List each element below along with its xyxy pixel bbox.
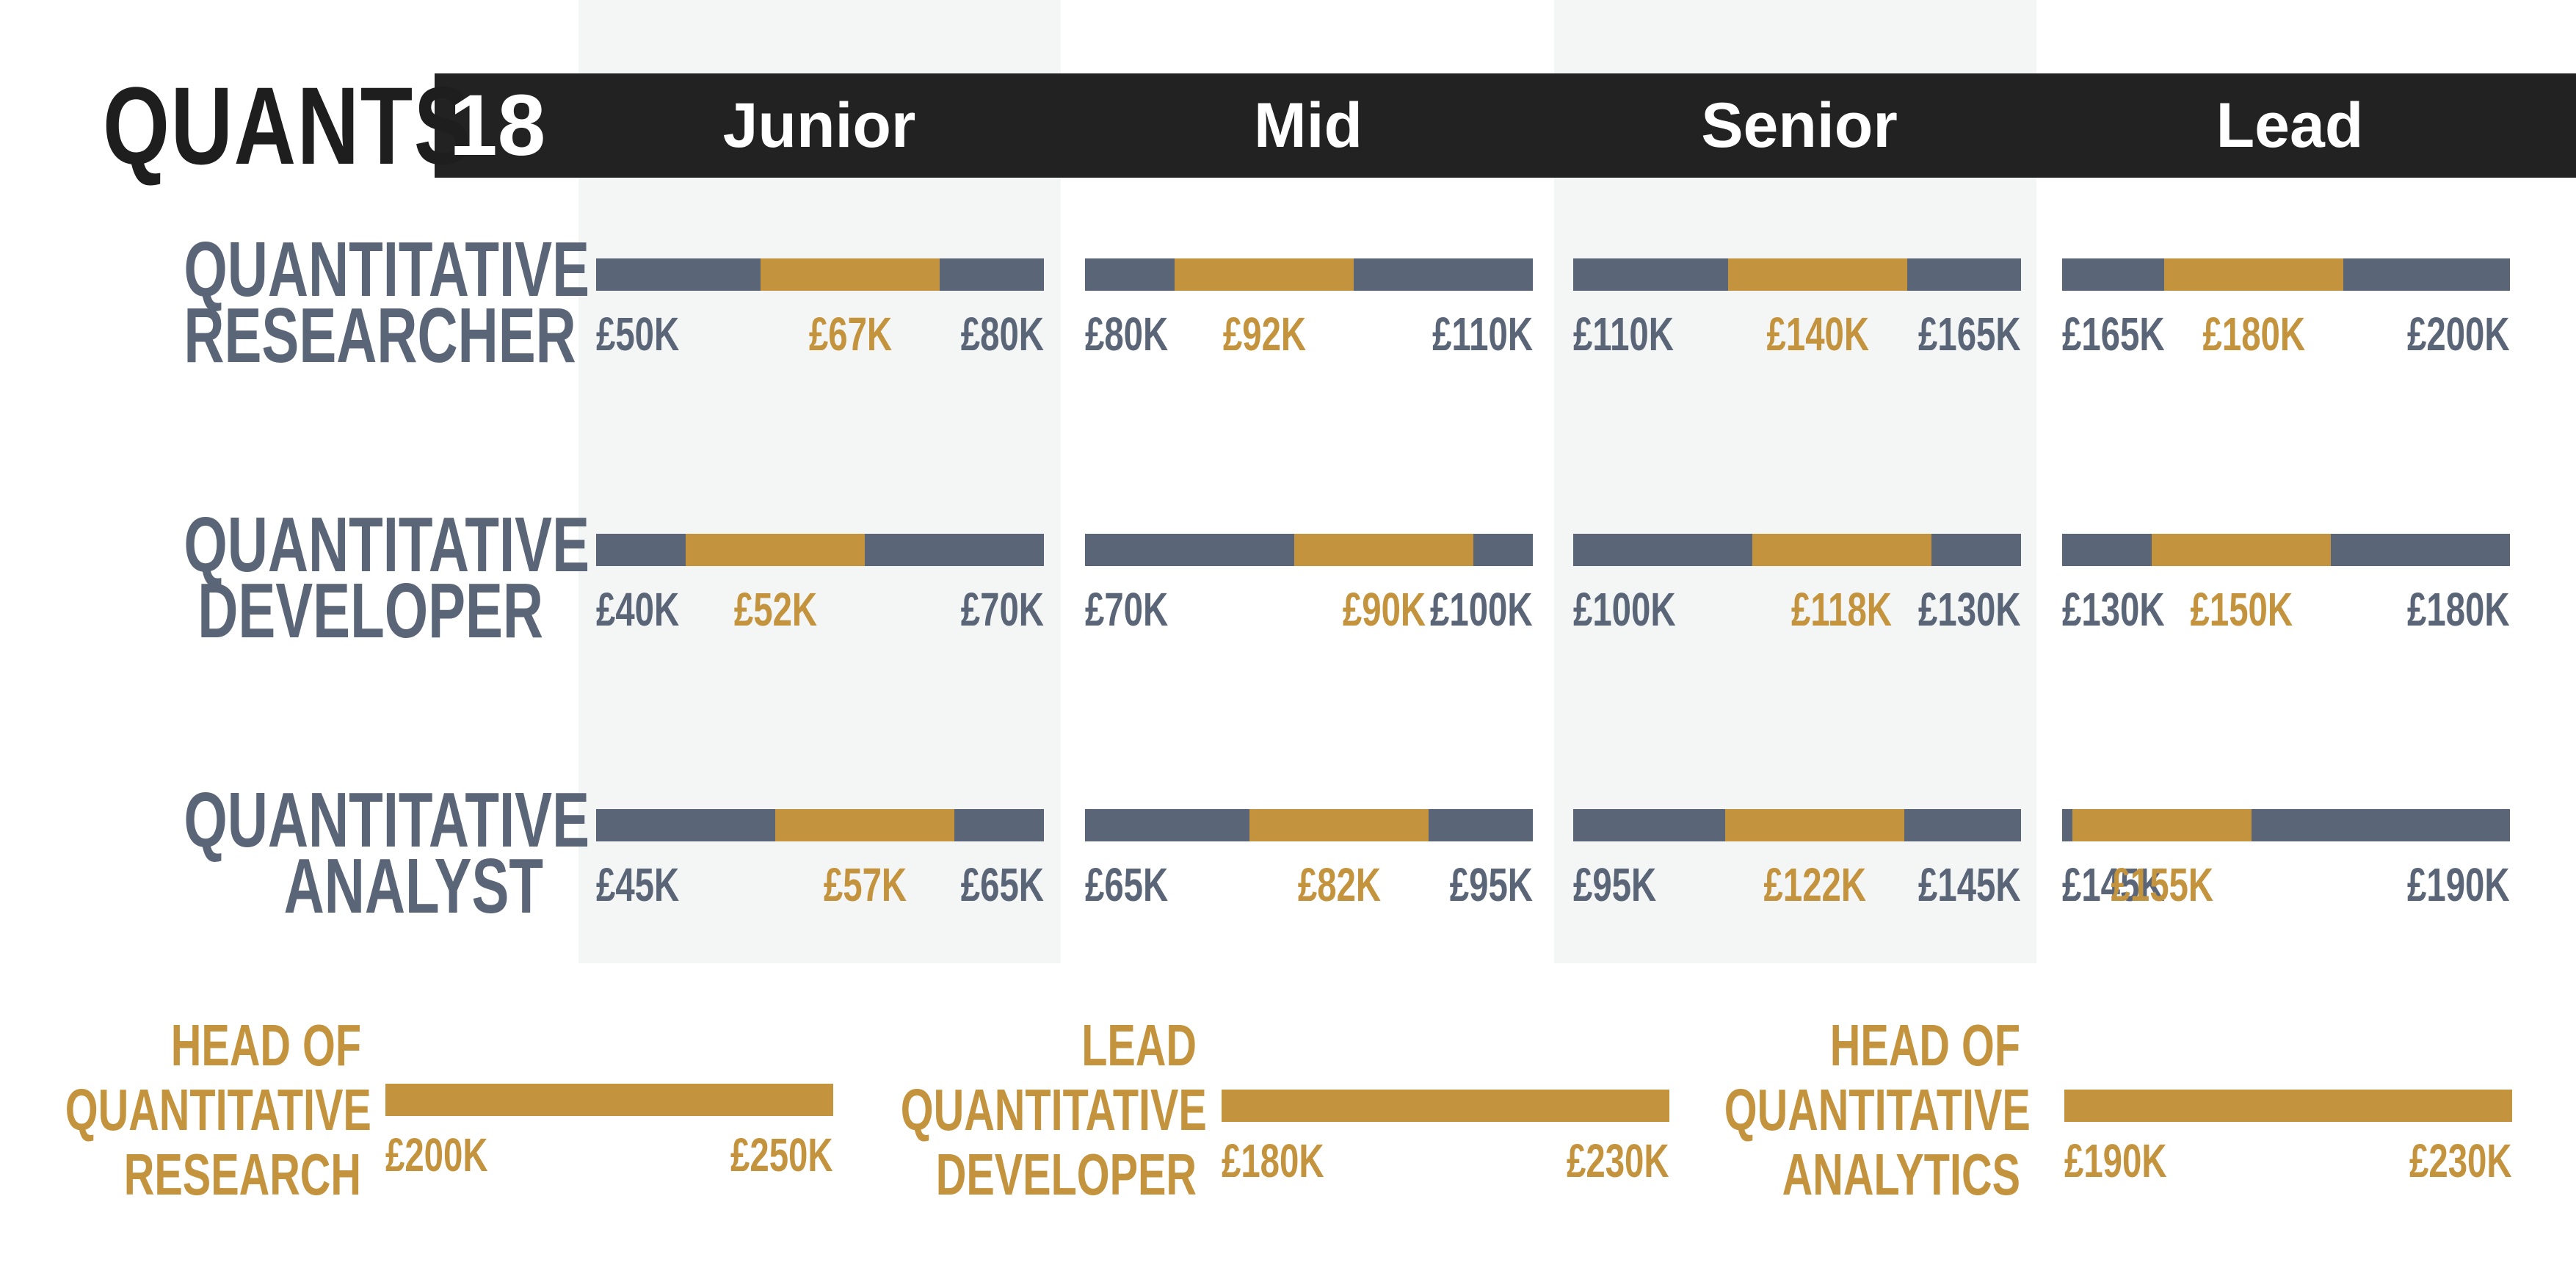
range-bar-typical: [1752, 534, 1931, 566]
head-role-max-label: £250K: [730, 1128, 833, 1181]
range-bar: [1085, 809, 1533, 841]
range-max-label: £145K: [1918, 858, 2021, 911]
head-label-line: LEAD: [1081, 1012, 1197, 1078]
range-max-label: £65K: [960, 858, 1044, 911]
range-bar: [2062, 534, 2510, 566]
level-header-mid: Mid: [1253, 90, 1363, 161]
role-label-developer: QUANTITATIVE DEVELOPER: [184, 501, 589, 654]
head-label-analytics: HEAD OF QUANTITATIVE ANALYTICS: [1724, 1012, 2031, 1207]
range-bar: [1573, 809, 2021, 841]
range-min-label: £145K: [2062, 858, 2165, 911]
range-min-label: £70K: [1085, 583, 1169, 636]
role-label-line: ANALYST: [283, 843, 543, 930]
range-bar-typical: [1728, 258, 1907, 291]
level-header-lead: Lead: [2216, 90, 2364, 161]
chart-title: QUANTS: [103, 64, 473, 187]
role-label-researcher: QUANTITATIVE RESEARCHER: [184, 226, 589, 379]
range-bar-typical: [2152, 534, 2331, 566]
range-typical-label: £155K: [2111, 858, 2213, 911]
head-label-line: QUANTITATIVE: [1724, 1077, 2031, 1142]
range-bar-typical: [761, 258, 940, 291]
head-role-max-label: £230K: [1567, 1134, 1669, 1187]
range-bar-typical: [1294, 534, 1473, 566]
head-role-max-label: £230K: [2409, 1134, 2512, 1187]
range-bar: [596, 809, 1044, 841]
range-min-label: £100K: [1573, 583, 1676, 636]
range-min-label: £130K: [2062, 583, 2165, 636]
head-role-min-label: £200K: [385, 1128, 488, 1181]
range-bar-typical: [1725, 809, 1904, 841]
range-typical-label: £92K: [1222, 308, 1306, 360]
level-header-junior: Junior: [722, 90, 916, 161]
head-role-bar: [385, 1084, 833, 1116]
range-typical-label: £118K: [1791, 583, 1893, 636]
role-label-analyst: QUANTITATIVE ANALYST: [184, 777, 589, 930]
range-bar-typical: [1175, 258, 1354, 291]
head-label-line: QUANTITATIVE: [900, 1077, 1207, 1142]
head-label-line: QUANTITATIVE: [65, 1077, 371, 1142]
range-bar-typical: [686, 534, 865, 566]
range-max-label: £180K: [2407, 583, 2510, 636]
head-role-bar: [2064, 1090, 2512, 1122]
range-max-label: £80K: [960, 308, 1044, 360]
head-label-line: DEVELOPER: [935, 1142, 1197, 1207]
range-max-label: £190K: [2407, 858, 2510, 911]
range-typical-label: £90K: [1342, 583, 1426, 636]
role-label-line: QUANTITATIVE: [184, 226, 589, 313]
range-typical-label: £140K: [1766, 308, 1869, 360]
range-min-label: £80K: [1085, 308, 1169, 360]
range-bar: [1573, 534, 2021, 566]
range-min-label: £65K: [1085, 858, 1169, 911]
range-max-label: £70K: [960, 583, 1044, 636]
head-label-line: ANALYTICS: [1782, 1142, 2020, 1207]
range-bar: [1085, 534, 1533, 566]
range-typical-label: £122K: [1763, 858, 1866, 911]
range-typical-label: £150K: [2190, 583, 2293, 636]
role-label-line: DEVELOPER: [197, 568, 543, 654]
head-label-line: HEAD OF: [1829, 1012, 2020, 1078]
range-bar-typical: [2164, 258, 2343, 291]
range-max-label: £165K: [1918, 308, 2021, 360]
range-bar: [596, 258, 1044, 291]
range-bar-typical: [2072, 809, 2252, 841]
role-label-line: RESEARCHER: [184, 292, 576, 379]
range-bar: [1085, 258, 1533, 291]
range-min-label: £45K: [596, 858, 680, 911]
range-min-label: £50K: [596, 308, 680, 360]
range-max-label: £95K: [1449, 858, 1533, 911]
range-bar: [2062, 809, 2510, 841]
head-label-line: HEAD OF: [170, 1012, 361, 1078]
head-label-research: HEAD OF QUANTITATIVE RESEARCH: [65, 1012, 371, 1207]
range-typical-label: £82K: [1297, 858, 1381, 911]
header-year: 18: [449, 77, 546, 174]
range-bar-typical: [1249, 809, 1429, 841]
range-max-label: £130K: [1918, 583, 2021, 636]
header-band: [435, 73, 2576, 178]
range-min-label: £95K: [1573, 858, 1657, 911]
range-bar: [2062, 258, 2510, 291]
range-max-label: £110K: [1432, 308, 1533, 360]
range-max-label: £200K: [2407, 308, 2510, 360]
head-label-line: RESEARCH: [123, 1142, 362, 1207]
head-role-min-label: £190K: [2064, 1134, 2167, 1187]
range-bar: [596, 534, 1044, 566]
role-label-line: QUANTITATIVE: [184, 501, 589, 588]
range-min-label: £165K: [2062, 308, 2165, 360]
level-header-senior: Senior: [1701, 90, 1898, 161]
head-role-min-label: £180K: [1222, 1134, 1324, 1187]
head-role-bar: [1222, 1090, 1669, 1122]
range-typical-label: £180K: [2202, 308, 2305, 360]
head-label-developer: LEAD QUANTITATIVE DEVELOPER: [900, 1012, 1207, 1207]
range-bar: [1573, 258, 2021, 291]
range-typical-label: £52K: [733, 583, 817, 636]
range-bar-typical: [775, 809, 954, 841]
range-typical-label: £57K: [823, 858, 907, 911]
range-max-label: £100K: [1430, 583, 1533, 636]
range-min-label: £40K: [596, 583, 680, 636]
range-min-label: £110K: [1573, 308, 1674, 360]
role-label-line: QUANTITATIVE: [184, 777, 589, 863]
range-typical-label: £67K: [808, 308, 892, 360]
